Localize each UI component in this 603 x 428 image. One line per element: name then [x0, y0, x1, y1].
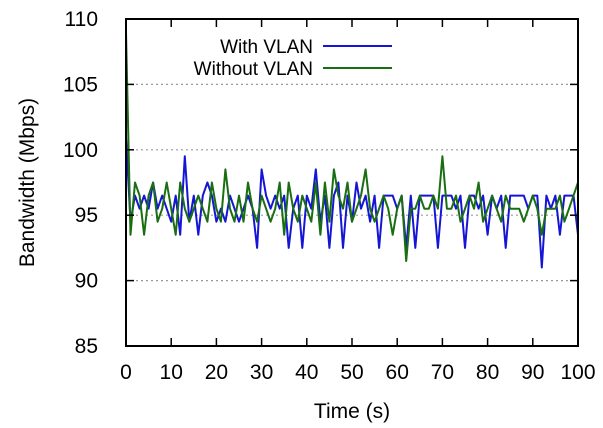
x-tick-label: 20: [205, 361, 228, 384]
y-axis-label: Bandwidth (Mbps): [16, 98, 39, 267]
legend: With VLAN Without VLAN: [194, 37, 392, 80]
x-tick-label: 100: [560, 361, 595, 384]
series-lines: [125, 32, 579, 269]
grid-lines: [126, 83, 578, 282]
y-tick-label: 110: [65, 8, 98, 31]
legend-label-with-vlan: With VLAN: [220, 37, 313, 58]
x-axis-label: Time (s): [314, 400, 390, 423]
y-axis-ticks: 85 90 95 100 105 110: [63, 8, 578, 358]
y-tick-label: 90: [75, 270, 98, 293]
x-tick-label: 80: [476, 361, 499, 384]
y-tick-label: 105: [63, 73, 98, 96]
x-axis-ticks: 0 10 20 30 40 50 60 70 80 90 100: [120, 19, 596, 384]
x-tick-label: 40: [295, 361, 318, 384]
x-tick-label: 50: [340, 361, 363, 384]
y-tick-label: 95: [75, 204, 98, 227]
x-tick-label: 10: [160, 361, 183, 384]
series-line-with-vlan: [125, 136, 579, 269]
x-tick-label: 30: [250, 361, 273, 384]
legend-label-without-vlan: Without VLAN: [194, 59, 313, 80]
y-tick-label: 85: [75, 335, 98, 358]
series-line-without-vlan: [125, 32, 579, 262]
x-tick-label: 70: [431, 361, 454, 384]
x-tick-label: 0: [120, 361, 132, 384]
y-tick-label: 100: [63, 139, 98, 162]
x-tick-label: 60: [386, 361, 409, 384]
x-tick-label: 90: [521, 361, 544, 384]
